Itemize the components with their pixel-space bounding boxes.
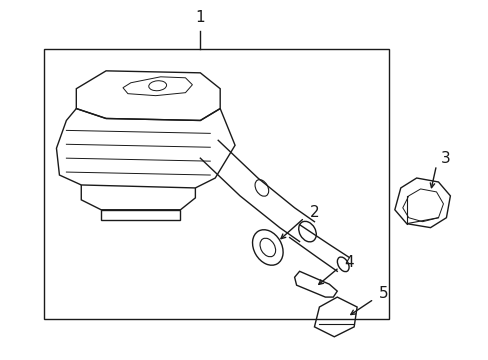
Text: 2: 2 bbox=[309, 205, 319, 220]
Bar bbox=[43, 49, 388, 319]
Text: 5: 5 bbox=[378, 285, 388, 301]
Text: 1: 1 bbox=[195, 10, 205, 25]
Text: 4: 4 bbox=[344, 255, 353, 270]
Text: 3: 3 bbox=[440, 151, 449, 166]
